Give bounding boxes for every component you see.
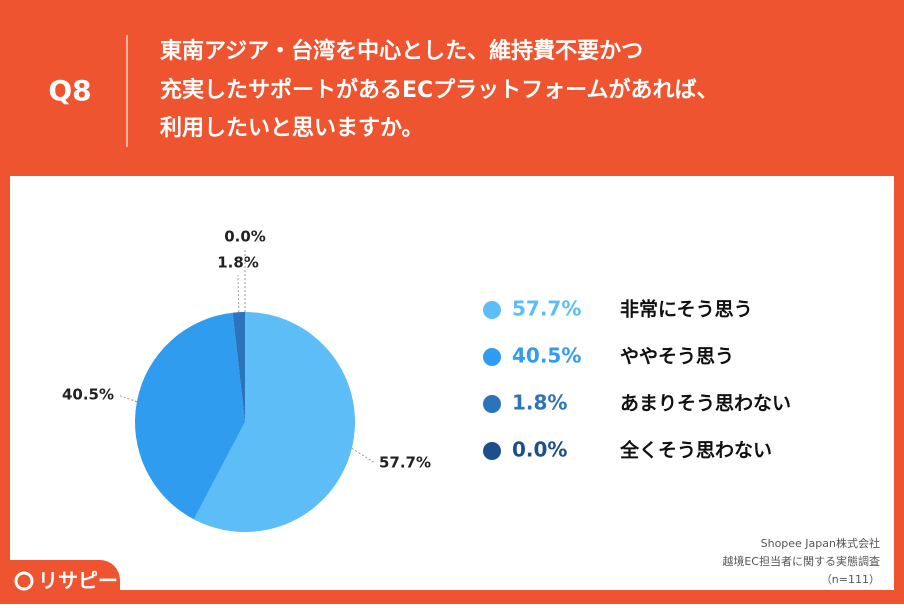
legend-label: 非常にそう思う [620, 298, 753, 321]
logo: リサピー [38, 569, 118, 593]
legend-label: 全くそう思わない [619, 439, 772, 462]
leader-line [117, 394, 138, 403]
data-label: 1.8% [217, 254, 259, 272]
legend-value: 57.7% [512, 297, 581, 321]
legend-swatch [483, 348, 501, 366]
data-label: 0.0% [224, 228, 266, 246]
pie-slice [193, 312, 356, 532]
source-line: 越境EC担当者に関する実態調査 [722, 554, 880, 568]
question-line: 東南アジア・台湾を中心とした、維持費不要かつ [160, 38, 643, 64]
leader-line [351, 447, 376, 464]
pie-slice [232, 312, 245, 422]
legend-value: 1.8% [512, 391, 567, 415]
legend-value: 40.5% [512, 344, 581, 368]
legend-swatch [483, 301, 501, 319]
legend-swatch [483, 442, 501, 460]
question-line: 利用したいと思いますか。 [160, 116, 424, 141]
logo-tab [0, 560, 120, 608]
data-label: 40.5% [62, 386, 114, 404]
source-line: Shopee Japan株式会社 [761, 536, 880, 550]
legend-swatch [483, 395, 501, 413]
source-line: （n=111） [821, 573, 880, 586]
legend-value: 0.0% [512, 438, 567, 462]
logo-icon [14, 571, 34, 591]
legend-label: あまりそう思わない [620, 393, 791, 415]
legend-label: ややそう思う [620, 346, 734, 368]
pie-slice [134, 312, 245, 520]
data-label: 57.7% [379, 454, 431, 472]
question-line: 充実したサポートがあるECプラットフォームがあれば、 [160, 77, 719, 103]
question-number: Q8 [48, 74, 91, 107]
